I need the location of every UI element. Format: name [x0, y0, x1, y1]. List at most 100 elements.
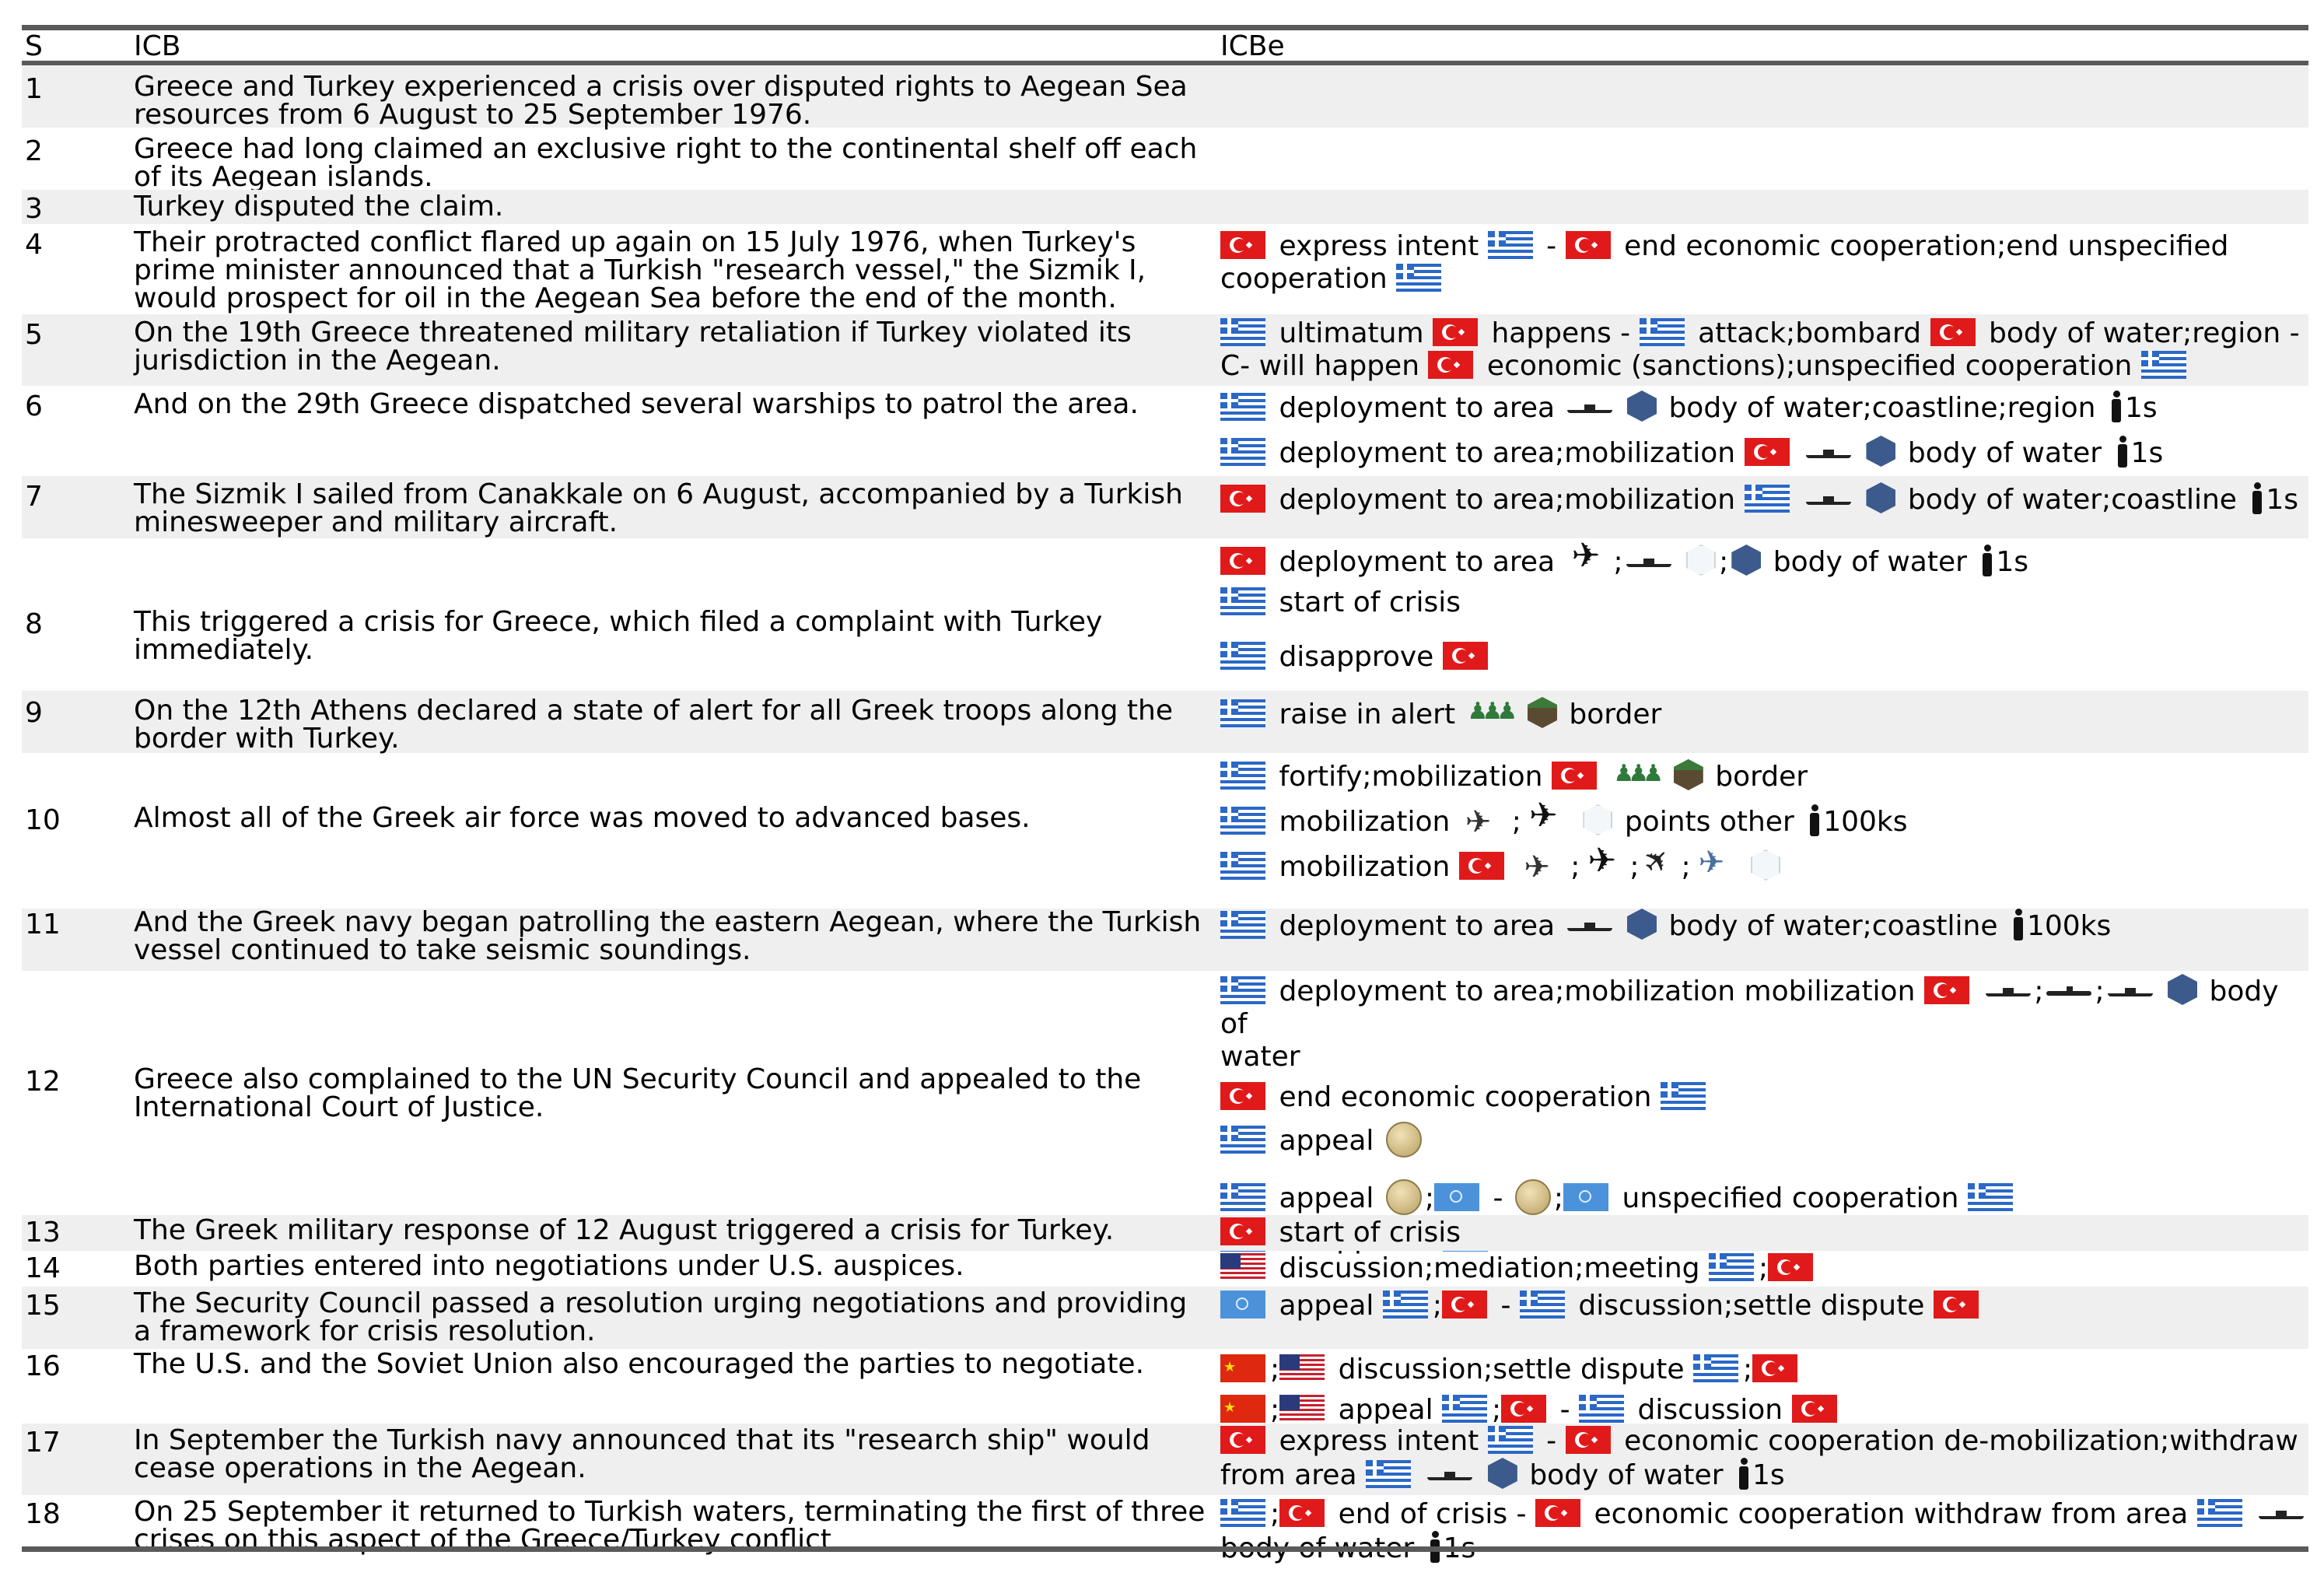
table-row: 9 On the 12th Athens declared a state of…	[22, 691, 2308, 753]
greece-flag-icon	[1519, 1291, 1565, 1319]
land-icon	[1673, 759, 1703, 790]
greece-flag-icon	[1220, 807, 1265, 835]
icb-text: In September the Turkish navy announced …	[134, 1427, 1223, 1483]
event-action: happens -	[1491, 317, 1631, 349]
body-of-water-icon	[1627, 909, 1657, 940]
row-number: 7	[25, 481, 43, 513]
turkey-flag-icon	[1501, 1395, 1547, 1423]
icb-line: And on the 29th Greece dispatched severa…	[134, 388, 1139, 420]
row-number: 4	[25, 229, 43, 261]
greece-flag-icon	[1693, 1354, 1739, 1382]
icb-line: Almost all of the Greek air force was mo…	[134, 802, 1031, 834]
icb-line: immediately.	[134, 634, 314, 666]
header-s: S	[25, 30, 43, 62]
icb-text: The Security Council passed a resolution…	[134, 1290, 1223, 1346]
row-number: 8	[25, 608, 43, 640]
icbe-event: deployment to area ; ; body of water 1s	[1220, 540, 2308, 579]
icb-text: The Sizmik I sailed from Canakkale on 6 …	[134, 481, 1223, 537]
event-location: points other	[1624, 806, 1794, 838]
icbe-events: deployment to area body of water;coastli…	[1220, 390, 2308, 481]
icbe-events: ; end of crisis - economic cooperation w…	[1220, 1498, 2308, 1570]
person-icon	[1980, 545, 1994, 577]
icb-line: The Greek military response of 12 August…	[134, 1214, 1115, 1246]
icbe-events: raise in alert border	[1220, 695, 2308, 742]
icbe-event: discussion;mediation;meeting ;	[1220, 1252, 2308, 1285]
icj-seal-icon	[1385, 1122, 1422, 1157]
turkey-flag-icon	[1791, 1395, 1837, 1423]
drone-icon	[1694, 846, 1736, 881]
turkey-flag-icon	[1535, 1499, 1580, 1527]
table-bottom-rule	[22, 1546, 2308, 1552]
icb-line: International Court of Justice.	[134, 1091, 544, 1123]
icbe-events: fortify;mobilization border mobilization…	[1220, 758, 2308, 895]
event-location: body of water;coastline;region	[1668, 392, 2096, 424]
fighter-jet-icon	[1567, 540, 1611, 573]
event-action: discussion;mediation;meeting	[1279, 1252, 1700, 1284]
event-location: border	[1569, 699, 1662, 730]
turkey-flag-icon	[1565, 1426, 1611, 1454]
event-action: from area	[1220, 1459, 1357, 1491]
event-action: mobilization	[1279, 851, 1451, 883]
event-action: deployment to area;mobilization	[1279, 437, 1736, 469]
china-flag-icon	[1220, 1354, 1265, 1382]
helicopter-icon	[1643, 853, 1678, 881]
china-flag-icon	[1220, 1395, 1265, 1423]
airspace-icon	[1583, 804, 1613, 835]
greece-flag-icon	[1967, 1183, 2013, 1211]
icbe-event: express intent - economic cooperation de…	[1220, 1425, 2298, 1491]
event-action: ultimatum	[1279, 317, 1424, 349]
event-location: body of water	[1773, 546, 1967, 578]
greece-flag-icon	[1396, 264, 1442, 292]
airspace-icon	[1686, 545, 1717, 576]
table-row: 13 The Greek military response of 12 Aug…	[22, 1215, 2308, 1251]
aircraft-icon	[1462, 806, 1509, 839]
icb-line: minesweeper and military aircraft.	[134, 506, 618, 538]
event-separator: -	[1546, 230, 1557, 262]
greece-flag-icon	[2196, 1499, 2242, 1527]
icj-seal-icon	[1385, 1179, 1422, 1215]
icb-line: The Security Council passed a resolution…	[134, 1287, 1188, 1319]
event-action: unspecified cooperation	[1622, 1182, 1959, 1214]
troops-icon	[1613, 758, 1658, 790]
greece-flag-icon	[1639, 318, 1685, 346]
row-number: 12	[25, 1066, 61, 1098]
body-of-water-icon	[1866, 436, 1896, 467]
un-flag-icon	[1220, 1291, 1265, 1319]
greece-flag-icon	[1487, 231, 1533, 259]
row-number: 1	[25, 73, 43, 105]
icbe-event: appeal ; - discussion;settle dispute	[1220, 1290, 2308, 1322]
icbe-events: deployment to area ; ; body of water 1s …	[1220, 540, 2308, 685]
land-icon	[1527, 697, 1557, 728]
body-of-water-icon	[1487, 1458, 1517, 1489]
event-action: deployment to area	[1279, 546, 1556, 578]
warship-icon	[1626, 555, 1671, 569]
turkey-flag-icon	[1752, 1354, 1798, 1382]
event-action: appeal	[1279, 1182, 1374, 1214]
row-number: 14	[25, 1252, 61, 1284]
icbe-events: deployment to area;mobilization body of …	[1220, 482, 2308, 527]
un-flag-icon	[1434, 1183, 1480, 1211]
event-size: 1s	[2130, 437, 2164, 469]
icb-text: And the Greek navy began patrolling the …	[134, 909, 1223, 965]
body-of-water-icon	[1866, 482, 1896, 513]
greece-flag-icon	[1220, 1183, 1265, 1211]
icb-line: And the Greek navy began patrolling the …	[134, 906, 1202, 938]
turkey-flag-icon	[1220, 485, 1265, 513]
event-size: 1s	[1752, 1459, 1785, 1491]
icbe-events: appeal ; - discussion;settle dispute	[1220, 1290, 2308, 1333]
event-size: 100ks	[2026, 910, 2112, 942]
icbe-event: ; end of crisis - economic cooperation w…	[1220, 1498, 2308, 1565]
event-action: deployment to area	[1279, 392, 1556, 424]
warship-icon	[1566, 919, 1612, 933]
greece-flag-icon	[1220, 699, 1265, 727]
table-header-rule	[22, 61, 2308, 65]
turkey-flag-icon	[1458, 852, 1504, 880]
icbe-events: discussion;mediation;meeting ;	[1220, 1252, 2308, 1296]
turkey-flag-icon	[1428, 351, 1474, 379]
icbe-event: deployment to area;mobilization body of …	[1220, 436, 2308, 470]
icbe-event: deployment to area;mobilization body of …	[1220, 482, 2308, 517]
turkey-flag-icon	[1923, 976, 1969, 1004]
event-action: mobilization	[1279, 806, 1451, 838]
event-action: end of crisis -	[1338, 1498, 1527, 1530]
greece-flag-icon	[1220, 852, 1265, 880]
